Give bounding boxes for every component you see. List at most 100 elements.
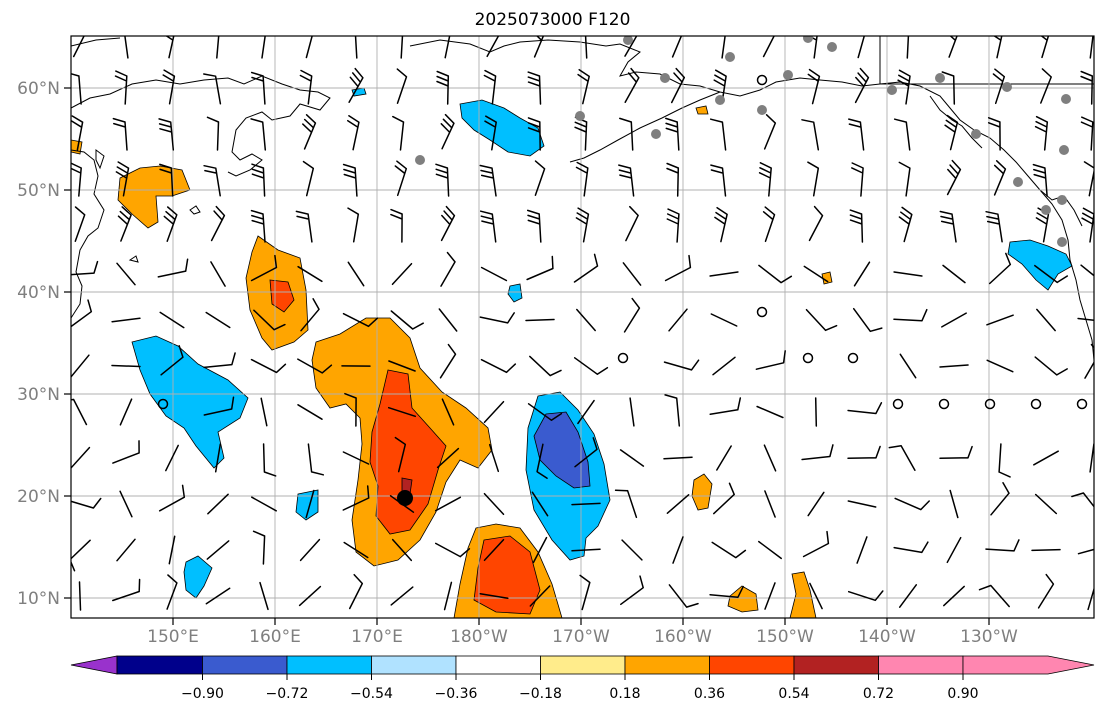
wind-barb	[763, 444, 777, 472]
wind-barb	[1089, 443, 1094, 473]
wind-barb	[533, 36, 545, 58]
station-dot	[971, 129, 981, 139]
wind-barb	[112, 440, 140, 464]
wind-barb	[203, 164, 221, 197]
wind-barb	[297, 404, 323, 420]
wind-barb	[893, 308, 928, 322]
wind-barb	[668, 308, 688, 332]
station-dot	[1002, 82, 1012, 92]
wind-barb	[434, 542, 471, 558]
blue-region	[533, 411, 591, 489]
wind-barb	[160, 345, 184, 376]
wind-barb	[1040, 36, 1050, 59]
wind-barb	[803, 265, 829, 283]
wind-barb	[1032, 163, 1048, 197]
colorbar-segment	[709, 655, 795, 675]
wind-barb	[348, 67, 364, 103]
wind-barb	[663, 456, 693, 460]
wind-barb	[847, 445, 881, 459]
lat-label-20n: 20°N	[17, 487, 60, 507]
wind-barb	[755, 350, 786, 370]
wind-barb	[305, 489, 315, 519]
colorbar-label: 0.90	[947, 686, 978, 702]
wind-barb	[664, 254, 692, 282]
wind-barb	[250, 358, 287, 374]
wind-barb	[253, 309, 286, 331]
wind-barb	[71, 72, 82, 105]
wind-barb	[529, 585, 551, 607]
wind-barb	[847, 590, 884, 602]
wind-barb	[168, 535, 176, 565]
wind-barb	[250, 71, 266, 105]
wind-barb	[763, 114, 777, 150]
wind-barb	[71, 398, 88, 426]
colorbar-segment	[540, 655, 626, 675]
wind-barb	[166, 574, 178, 610]
wind-barb	[203, 73, 222, 105]
wind-barb	[664, 394, 681, 427]
wind-barb	[343, 541, 369, 559]
station-dot	[575, 111, 585, 121]
wind-barb	[205, 587, 231, 605]
wind-barb	[666, 208, 680, 243]
wind-barb	[671, 36, 683, 58]
wind-barb	[112, 578, 141, 602]
station-dot	[887, 85, 897, 95]
red-orange-region	[369, 369, 447, 535]
wind-barb	[388, 360, 416, 372]
wind-barb	[721, 36, 726, 59]
wind-barb	[762, 36, 775, 58]
wind-barb	[390, 586, 414, 606]
station-dot	[935, 73, 945, 83]
wind-barb	[899, 353, 917, 379]
wind-barb	[712, 356, 736, 376]
wind-barb	[898, 161, 911, 197]
colorbar-labels: −0.90 −0.72 −0.54 −0.36 −0.18 0.18 0.36 …	[181, 686, 979, 702]
colorbar-label: 0.72	[863, 686, 894, 702]
wind-barb	[906, 36, 910, 59]
wind-barb	[1033, 450, 1059, 466]
wind-barb	[946, 159, 962, 196]
calm-wind-circle	[756, 74, 768, 86]
wind-barb	[942, 264, 966, 284]
wind-barb	[756, 405, 784, 419]
wind-barb	[483, 400, 505, 424]
wind-barb	[302, 160, 315, 197]
wind-barb	[814, 397, 818, 427]
calm-wind-circle	[617, 352, 629, 364]
lat-label-40n: 40°N	[17, 283, 60, 303]
wind-barb	[347, 261, 365, 287]
wind-barb	[71, 539, 91, 572]
station-dot	[715, 95, 725, 105]
map-title: 2025073000 F120	[474, 10, 631, 30]
colorbar-label: −0.36	[435, 686, 478, 702]
wind-barb	[214, 443, 222, 473]
wind-barb	[625, 205, 639, 242]
wind-barb	[116, 538, 136, 562]
wind-barb	[261, 36, 266, 59]
wind-barb	[441, 398, 455, 426]
wind-barb	[307, 443, 325, 476]
wind-barb	[483, 69, 497, 105]
wind-barb	[252, 530, 266, 565]
lon-label-140w: 140°W	[858, 627, 916, 647]
calm-wind-circle	[1076, 398, 1088, 410]
wind-barb	[440, 251, 456, 287]
wind-barb	[527, 403, 563, 421]
wind-barb	[939, 364, 969, 368]
wind-barb	[347, 115, 360, 151]
gridlines	[71, 36, 1094, 618]
colorbar	[70, 655, 1095, 675]
station-dot	[827, 42, 837, 52]
wind-barb	[479, 312, 515, 324]
wind-barb	[621, 539, 643, 561]
wind-barb	[480, 266, 508, 282]
wind-barb	[987, 117, 1001, 151]
station-dot	[1059, 145, 1069, 155]
wind-barb	[531, 491, 549, 517]
calm-wind-circle	[1030, 398, 1042, 410]
red-orange-region	[269, 279, 295, 313]
storm-center-marker	[397, 490, 413, 506]
wind-barb	[852, 307, 883, 333]
